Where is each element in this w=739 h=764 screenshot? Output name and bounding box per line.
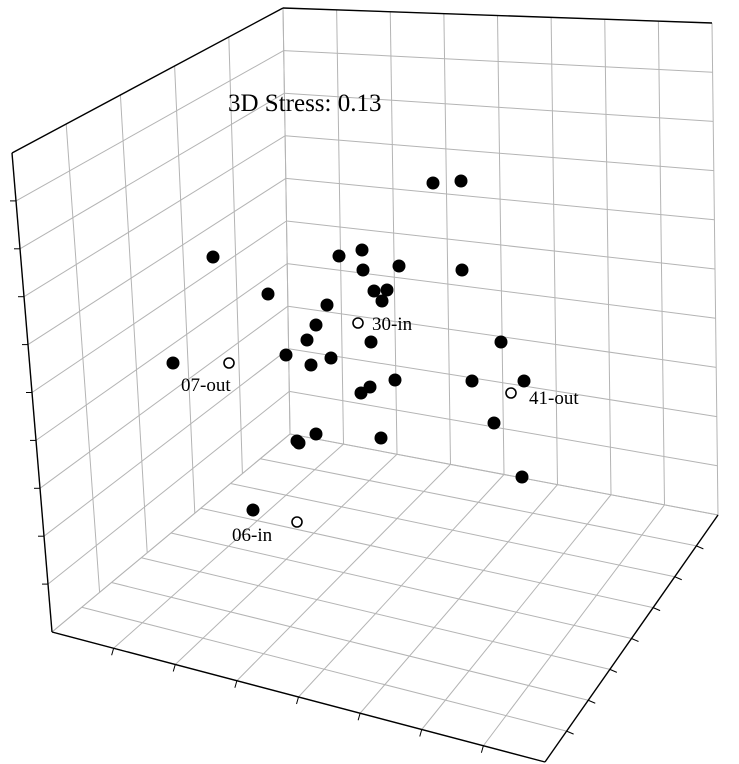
- left-pane-gridline: [31, 220, 287, 393]
- floor-pane-gridline: [236, 464, 451, 682]
- points: [166, 174, 531, 528]
- data-point-filled: [304, 358, 318, 372]
- left-pane-gridline: [47, 391, 290, 585]
- back-pane-gridline: [282, 7, 291, 435]
- data-point-filled: [364, 335, 378, 349]
- point-label: 41-out: [529, 388, 579, 409]
- data-point-filled: [332, 249, 346, 263]
- axis-tick: [234, 680, 238, 688]
- data-point-filled: [454, 174, 468, 188]
- data-point-hollow: [291, 516, 303, 528]
- axis-tick: [419, 729, 423, 737]
- data-point-filled: [392, 259, 406, 273]
- back-pane-gridline: [443, 13, 451, 465]
- left-pane-gridline: [27, 177, 287, 346]
- left-pane-gridline: [119, 94, 148, 553]
- axis-tick: [652, 607, 661, 612]
- floor-pane-gridline: [174, 453, 398, 665]
- floor-pane-gridline: [421, 494, 612, 730]
- data-point-filled: [374, 431, 388, 445]
- data-point-filled: [487, 416, 501, 430]
- left-pane-gridline: [35, 263, 288, 441]
- axis-tick: [480, 745, 484, 753]
- axis-tick: [609, 668, 618, 673]
- left-pane-gridline: [65, 123, 101, 593]
- floor-pane-gridline: [298, 474, 505, 698]
- floor-pane-gridline: [359, 484, 558, 714]
- left-pane-gridline: [174, 65, 196, 514]
- data-point-filled: [261, 287, 275, 301]
- axis-tick: [696, 545, 704, 550]
- data-point-filled: [300, 333, 314, 347]
- axis-tick: [296, 696, 299, 705]
- back-pane-grid: [282, 7, 719, 516]
- data-point-filled: [380, 283, 394, 297]
- point-label: 30-in: [372, 314, 413, 335]
- data-point-filled: [309, 318, 323, 332]
- back-pane-gridline: [550, 17, 558, 485]
- left-pane-gridline: [228, 36, 243, 474]
- left-pane-gridline: [23, 135, 286, 298]
- back-pane-gridline: [604, 19, 612, 495]
- back-pane-gridline: [711, 22, 719, 516]
- data-point-filled: [309, 427, 323, 441]
- axis-tick: [588, 699, 596, 704]
- box-edge: [11, 7, 284, 154]
- back-pane-gridline: [497, 15, 505, 475]
- point-label: 06-in: [232, 525, 273, 546]
- data-point-filled: [166, 356, 180, 370]
- floor-pane-gridline: [113, 443, 344, 649]
- data-point-filled: [355, 243, 369, 257]
- data-point-filled: [354, 386, 368, 400]
- axis-tick: [172, 664, 176, 672]
- data-point-filled: [455, 263, 469, 277]
- data-point-filled: [206, 250, 220, 264]
- data-point-filled: [356, 263, 370, 277]
- left-pane-gridline: [19, 92, 285, 250]
- data-point-filled: [388, 373, 402, 387]
- box-edge: [282, 7, 713, 24]
- data-point-filled: [517, 374, 531, 388]
- left-pane-gridline: [15, 50, 284, 202]
- point-label: 07-out: [181, 375, 231, 396]
- left-pane-gridline: [43, 348, 289, 537]
- floor-pane-grid: [51, 433, 719, 763]
- data-point-filled: [426, 176, 440, 190]
- data-point-filled: [494, 335, 508, 349]
- floor-pane-gridline: [482, 504, 665, 747]
- back-pane-gridline: [657, 21, 665, 505]
- data-point-filled: [290, 434, 304, 448]
- back-pane-gridline: [336, 9, 344, 445]
- data-point-filled: [375, 294, 389, 308]
- data-point-filled: [324, 351, 338, 365]
- axis-tick: [357, 713, 361, 721]
- floor-pane-gridline: [51, 433, 291, 633]
- data-point-filled: [367, 284, 381, 298]
- left-pane-gridline: [39, 305, 289, 489]
- data-point-filled: [246, 503, 260, 517]
- data-point-hollow: [352, 317, 364, 329]
- axis-tick: [566, 730, 574, 735]
- axis-tick: [631, 638, 639, 642]
- data-point-filled: [515, 470, 529, 484]
- data-point-filled: [279, 348, 293, 362]
- axis-tick: [111, 648, 115, 656]
- data-point-hollow: [223, 357, 235, 369]
- data-point-filled: [320, 298, 334, 312]
- data-point-filled: [465, 374, 479, 388]
- axis-tick: [674, 576, 682, 581]
- stress-annotation: 3D Stress: 0.13: [228, 90, 381, 117]
- axis-ticks: [10, 200, 704, 753]
- point-labels: 30-in 07-out 41-out 06-in: [181, 314, 579, 546]
- data-point-hollow: [505, 387, 517, 399]
